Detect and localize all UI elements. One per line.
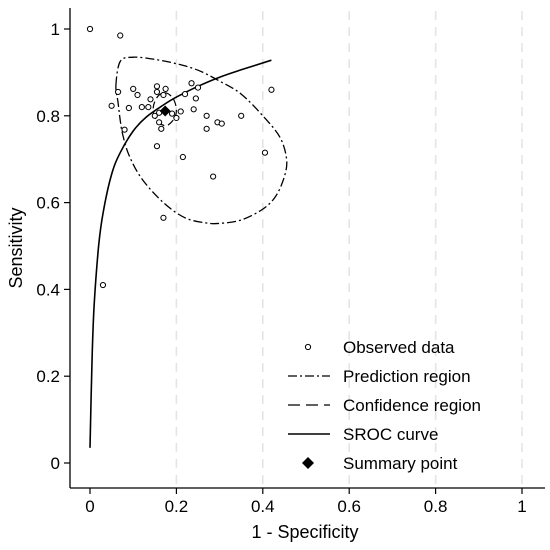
prediction-region-layer	[115, 56, 288, 225]
observed-point-21	[168, 110, 176, 117]
summary-point-layer	[159, 105, 171, 117]
observed-point-7	[134, 91, 141, 99]
legend-label-1: Prediction region	[343, 367, 471, 386]
observed-point-38	[147, 96, 154, 103]
legend-item-1: Prediction region	[288, 367, 471, 386]
observed-point-2	[99, 281, 107, 289]
tick-labels: 0 0.2 0.4 0.6 0.8 1 0 0.2 0.4 0.6 0.8 1	[36, 20, 526, 516]
legend-symbol-observed	[304, 343, 312, 351]
observed-point-29	[194, 84, 202, 91]
y-tick-label-2: 0.4	[36, 280, 60, 299]
sroc-curve-layer	[89, 59, 272, 448]
observed-point-4	[108, 102, 115, 109]
observed-point-18	[158, 125, 165, 132]
observed-point-16	[151, 112, 158, 119]
y-axis-title: Sensitivity	[6, 207, 26, 288]
x-tick-label-4: 0.8	[424, 497, 448, 516]
observed-point-3	[114, 88, 122, 96]
x-tick-label-3: 0.6	[337, 497, 361, 516]
legend-label-3: SROC curve	[343, 425, 438, 444]
observed-point-10	[145, 104, 152, 111]
confidence-region	[152, 92, 178, 127]
legend: Observed data Prediction region Confidenc…	[288, 338, 481, 473]
x-tick-label-0: 0	[85, 497, 94, 516]
observed-point-0	[86, 25, 94, 33]
observed-point-24	[181, 91, 189, 98]
axes	[64, 8, 545, 494]
y-tick-label-3: 0.6	[36, 194, 60, 213]
observed-point-22	[173, 114, 180, 122]
observed-point-5	[130, 85, 137, 92]
prediction-region	[115, 56, 288, 225]
legend-label-2: Confidence region	[343, 396, 481, 415]
observed-point-1	[117, 32, 124, 39]
observed-point-28	[179, 153, 186, 161]
y-tick-label-1: 0.2	[36, 367, 60, 386]
observed-point-19	[153, 143, 161, 150]
observed-data-layer	[86, 25, 275, 289]
observed-point-33	[218, 120, 225, 127]
observed-point-34	[210, 173, 217, 180]
x-tick-label-5: 1	[517, 497, 526, 516]
observed-point-12	[153, 88, 161, 96]
sroc-curve	[89, 59, 272, 448]
observed-point-8	[121, 126, 128, 133]
observed-point-31	[203, 125, 210, 132]
legend-symbol-summary	[302, 457, 314, 469]
y-tick-label-5: 1	[51, 20, 60, 39]
observed-point-37	[268, 86, 275, 93]
summary-point	[159, 105, 171, 117]
confidence-region-layer	[152, 92, 178, 127]
observed-point-23	[177, 108, 184, 115]
legend-label-0: Observed data	[343, 338, 455, 357]
observed-point-13	[160, 91, 167, 99]
y-tick-label-0: 0	[51, 454, 60, 473]
observed-point-11	[153, 83, 161, 90]
legend-label-4: Summary point	[343, 454, 458, 473]
observed-point-6	[125, 104, 132, 112]
x-tick-label-1: 0.2	[165, 497, 189, 516]
legend-item-3: SROC curve	[288, 425, 438, 444]
legend-item-0: Observed data	[304, 338, 455, 357]
observed-point-9	[138, 104, 145, 111]
observed-point-26	[192, 95, 199, 102]
y-tick-label-4: 0.8	[36, 107, 60, 126]
observed-point-14	[162, 85, 169, 92]
observed-point-36	[261, 149, 269, 156]
observed-point-25	[188, 80, 195, 87]
legend-item-4: Summary point	[302, 454, 458, 473]
observed-point-27	[190, 106, 197, 113]
observed-point-35	[238, 112, 245, 119]
legend-item-2: Confidence region	[288, 396, 481, 415]
x-axis-title: 1 - Specificity	[251, 522, 358, 542]
observed-point-20	[160, 214, 167, 221]
observed-point-30	[203, 112, 210, 119]
x-tick-label-2: 0.4	[251, 497, 275, 516]
observed-point-17	[156, 119, 163, 126]
